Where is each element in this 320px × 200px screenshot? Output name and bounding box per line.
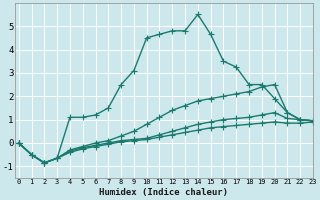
X-axis label: Humidex (Indice chaleur): Humidex (Indice chaleur)	[100, 188, 228, 197]
